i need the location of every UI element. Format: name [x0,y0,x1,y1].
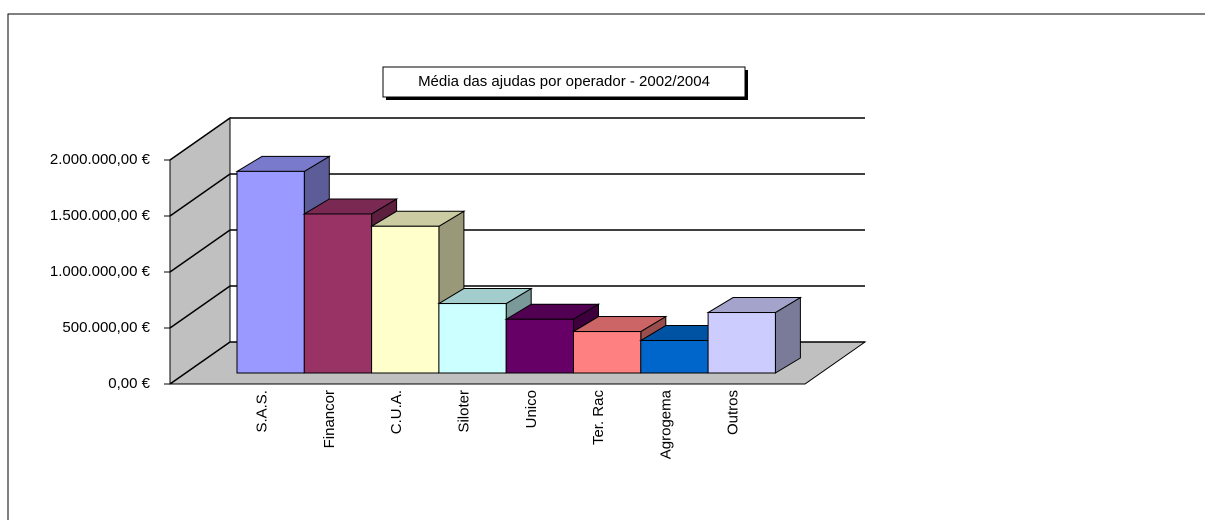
x-tick-label: Siloter [456,390,473,433]
x-tick-label: Agrogema [657,389,674,459]
bar [573,331,642,374]
bar [505,318,575,374]
y-tick-label: 0,00 € [108,375,150,392]
title-box [382,66,746,98]
grid-line [169,173,865,217]
grid-line [169,285,865,329]
y-tick-label: 500.000,00 € [62,319,150,336]
grid-line [169,117,865,161]
bar [371,225,440,374]
x-tick-label: S.A.S. [254,390,271,433]
chart-frame [7,13,1205,520]
x-tick-label: Outros [725,390,742,435]
y-tick-label: 2.000.000,00 € [50,151,151,168]
x-tick-label: Financor [321,390,338,448]
chart-title: Média das ajudas por operador - 2002/200… [418,73,710,90]
bar [438,303,507,374]
bar [303,213,373,374]
bar [707,312,776,374]
y-tick-label: 1.000.000,00 € [50,263,151,280]
grid-line [169,229,865,273]
x-tick-label: Unico [523,390,540,428]
y-tick-label: 1.500.000,00 € [50,207,151,224]
x-tick-label: Ter. Rac [590,390,607,446]
bar [640,340,709,374]
x-tick-label: C.U.A. [388,390,405,434]
bar [236,170,305,374]
